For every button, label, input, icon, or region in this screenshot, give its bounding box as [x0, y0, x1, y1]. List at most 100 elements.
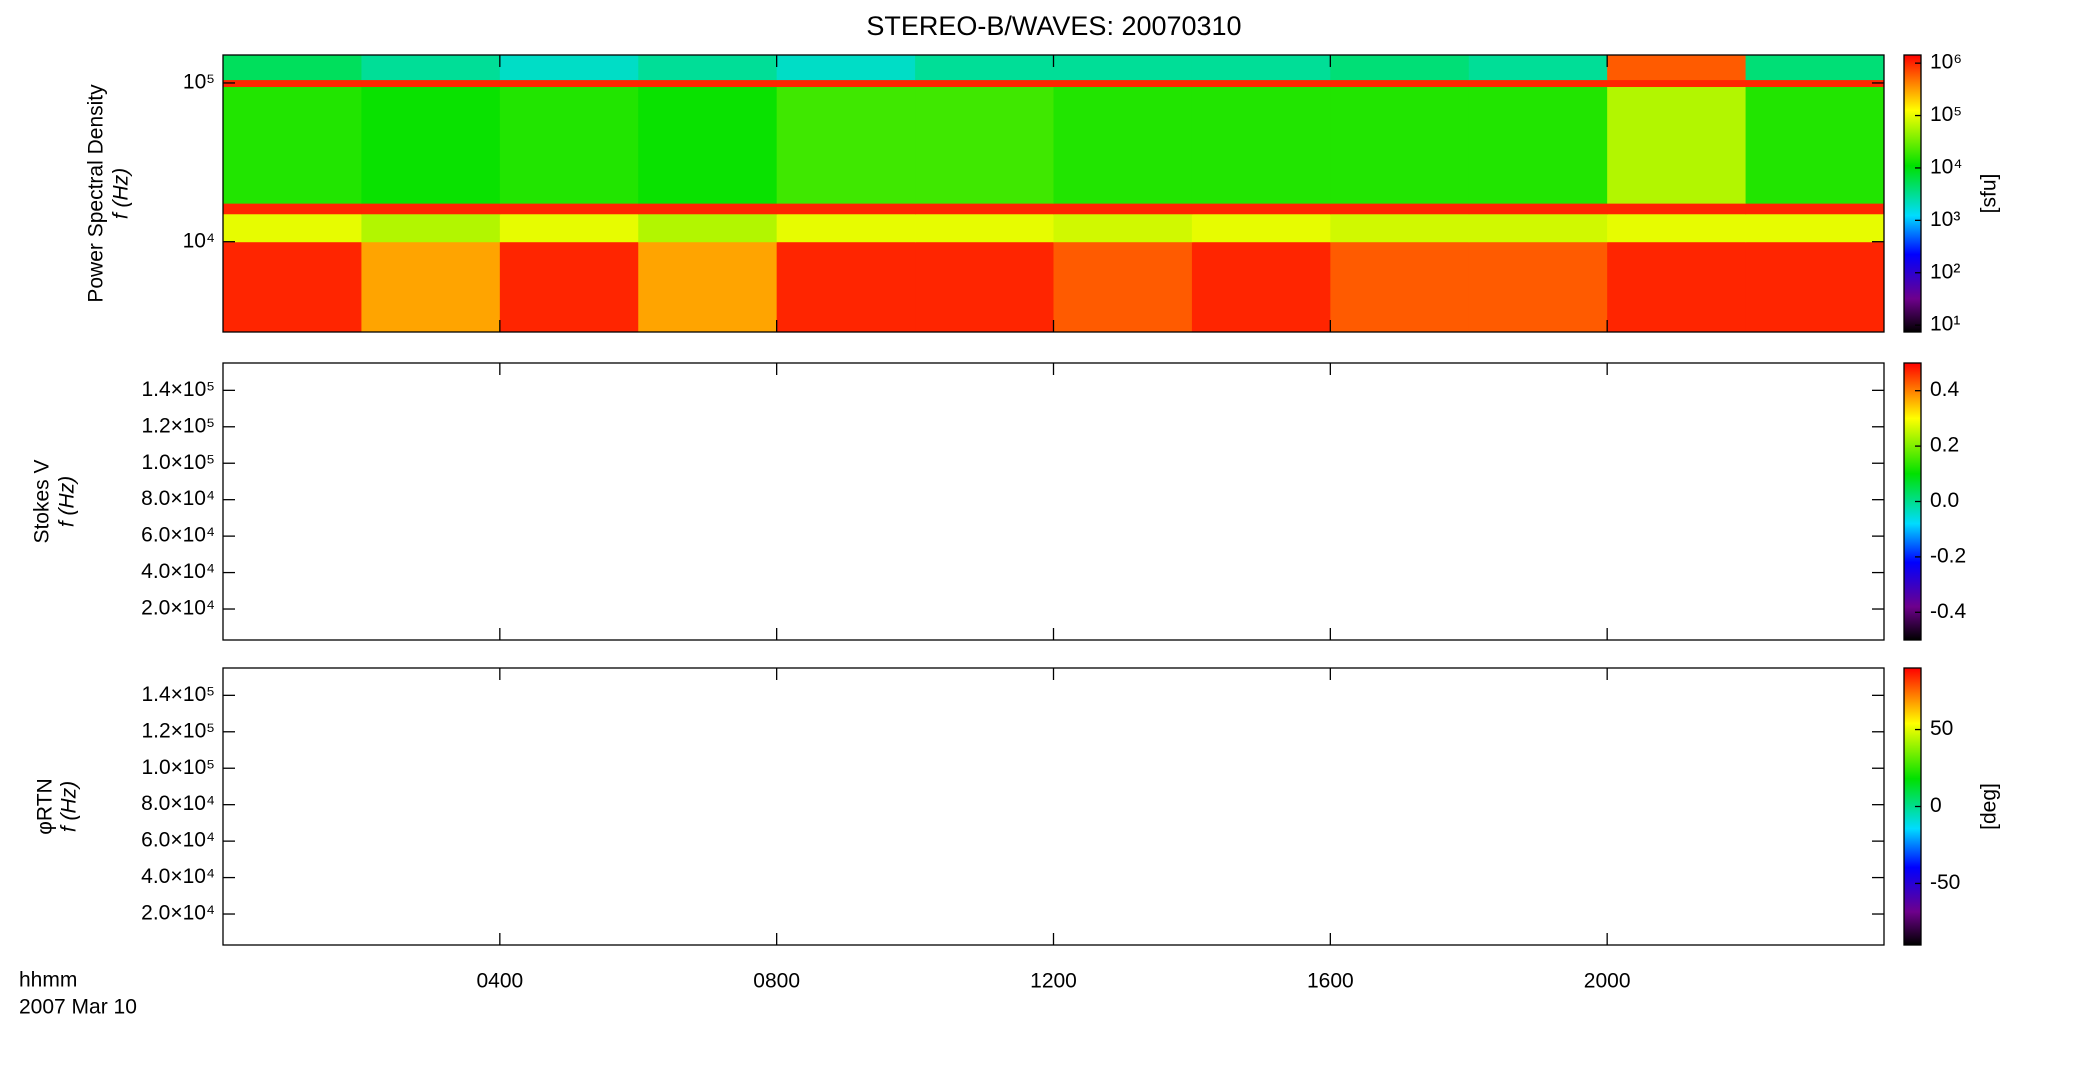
y-tick-label: 1.0×10⁵ [141, 756, 215, 779]
heatmap-cell [915, 86, 1054, 204]
heatmap-cell [1191, 79, 1331, 87]
heatmap-cell [1607, 203, 1747, 215]
colorbar-tick-label: 0 [1930, 794, 1942, 817]
heatmap-cell [638, 86, 778, 204]
y-tick-label: 10⁵ [183, 71, 215, 94]
colorbar-title: [deg] [1978, 783, 2001, 830]
heatmap-cell [1191, 241, 1331, 333]
colorbar-tick-label: 0.0 [1930, 489, 1959, 512]
y-tick-label: 10⁴ [183, 229, 215, 252]
heatmap-cell [1745, 55, 1885, 81]
colorbar-tick-label: -0.2 [1930, 544, 1966, 567]
heatmap-cell [915, 79, 1054, 87]
heatmap-cell [1607, 213, 1747, 243]
y-tick-label: 4.0×10⁴ [141, 865, 215, 888]
y-tick-label: 1.4×10⁵ [141, 378, 215, 401]
colorbar-tick-label: 10⁵ [1930, 103, 1962, 126]
heatmap-cell [499, 241, 639, 333]
y-tick-label: 4.0×10⁴ [141, 560, 215, 583]
chart-title: STEREO-B/WAVES: 20070310 [866, 11, 1241, 41]
heatmap-cell [776, 213, 916, 243]
heatmap-cell [1607, 79, 1747, 87]
colorbar-tick-label: 0.2 [1930, 434, 1959, 457]
x-tick-label: 0800 [753, 970, 800, 993]
heatmap-cell [1745, 86, 1885, 204]
heatmap-cell [223, 203, 362, 215]
y-tick-label: 1.0×10⁵ [141, 451, 215, 474]
heatmap-cell [1745, 203, 1885, 215]
heatmap-cell [1468, 241, 1608, 333]
heatmap-cell [915, 203, 1054, 215]
heatmap-cell [361, 213, 501, 243]
y-tick-label: 1.2×10⁵ [141, 414, 215, 437]
heatmap-cell [1745, 213, 1885, 243]
heatmap-cell [223, 86, 362, 204]
heatmap-cell [1053, 241, 1193, 333]
x-axis-date: 2007 Mar 10 [19, 996, 137, 1019]
colorbar-tick-label: 10¹ [1930, 313, 1960, 336]
heatmap-cell [1468, 55, 1608, 81]
x-tick-label: 1200 [1030, 970, 1077, 993]
colorbar-tick-label: 0.4 [1930, 378, 1960, 401]
heatmap-cell [1191, 203, 1331, 215]
heatmap-cell [361, 86, 501, 204]
heatmap-cell [1468, 79, 1608, 87]
colorbar-tick-label: -50 [1930, 871, 1960, 894]
heatmap-cell [1468, 203, 1608, 215]
y-axis-title: f (Hz) [58, 781, 81, 832]
colorbar-frame [1903, 54, 1922, 333]
y-tick-label: 6.0×10⁴ [141, 829, 215, 852]
colorbar-tick-label: 50 [1930, 717, 1953, 740]
heatmap-cell [223, 213, 362, 243]
heatmap-cell [499, 55, 639, 81]
y-axis-title: f (Hz) [110, 168, 133, 219]
heatmap-cell [776, 203, 916, 215]
x-tick-label: 0400 [476, 970, 523, 993]
heatmap-cell [1607, 241, 1747, 333]
heatmap-cell [223, 241, 362, 333]
heatmap-cell [1330, 86, 1470, 204]
heatmap-cell [776, 55, 916, 81]
heatmap-cell [223, 55, 362, 81]
plot-frame [222, 667, 1885, 946]
colorbar-tick-label: 10⁶ [1930, 51, 1962, 74]
y-tick-label: 8.0×10⁴ [141, 487, 215, 510]
heatmap-cell [1191, 55, 1331, 81]
heatmap-cell [1607, 86, 1747, 204]
heatmap-cell [1745, 79, 1885, 87]
y-axis-title: Power Spectral Density [85, 84, 108, 303]
heatmap-cell [499, 86, 639, 204]
heatmap-cell [499, 79, 639, 87]
plot-frame [222, 362, 1885, 641]
y-tick-label: 8.0×10⁴ [141, 792, 215, 815]
y-axis-title: f (Hz) [56, 476, 79, 527]
heatmap-cell [1330, 213, 1470, 243]
heatmap-cell [915, 213, 1054, 243]
heatmap-cell [499, 203, 639, 215]
heatmap-cell [499, 213, 639, 243]
heatmap-cell [1330, 55, 1470, 81]
colorbar-tick-label: 10² [1930, 260, 1960, 283]
heatmap-cell [1053, 55, 1193, 81]
heatmap-cell [1053, 86, 1193, 204]
colorbar [1904, 668, 1921, 945]
heatmap-cell [638, 213, 778, 243]
heatmap-cell [1191, 86, 1331, 204]
heatmap-cell [776, 86, 916, 204]
heatmap-cell [1191, 213, 1331, 243]
y-tick-label: 1.2×10⁵ [141, 719, 215, 742]
x-axis-title: hhmm [19, 969, 77, 992]
heatmap-cell [638, 55, 778, 81]
heatmap-cell [1053, 213, 1193, 243]
heatmap-cell [1330, 241, 1470, 333]
heatmap-cell [1468, 86, 1608, 204]
heatmap-cell [1053, 79, 1193, 87]
y-axis-title: φRTN [34, 778, 57, 834]
heatmap-cell [915, 55, 1054, 81]
heatmap-cell [1607, 55, 1747, 81]
heatmap-cell [638, 79, 778, 87]
heatmap-cell [776, 241, 916, 333]
y-tick-label: 2.0×10⁴ [141, 597, 215, 620]
colorbar-tick-label: 10³ [1930, 208, 1960, 231]
x-tick-label: 2000 [1584, 970, 1631, 993]
